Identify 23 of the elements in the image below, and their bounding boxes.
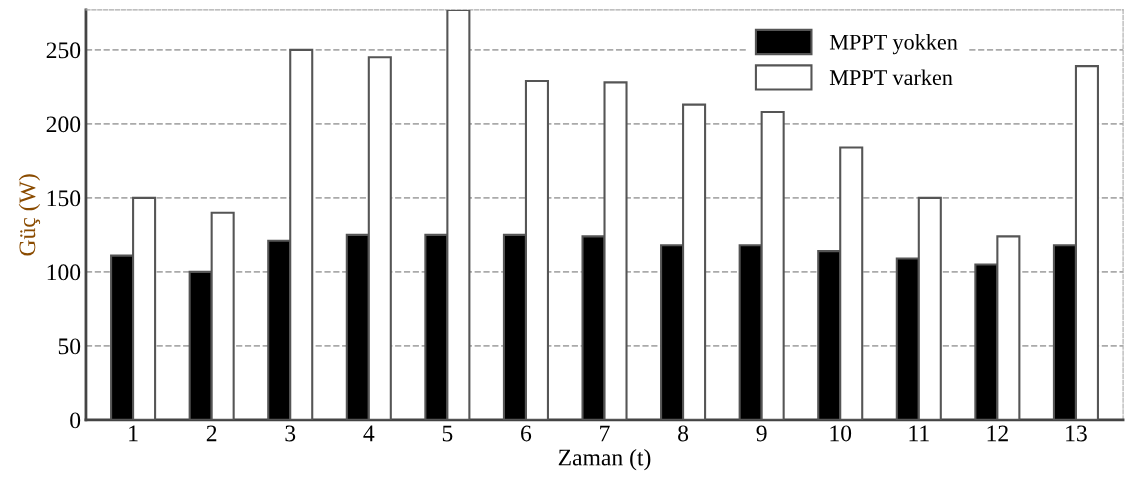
x-tick-label: 3	[285, 425, 296, 442]
x-tick-label: 11	[909, 425, 929, 442]
x-tick-label: 13	[1066, 425, 1087, 442]
y-tick-label: 100	[47, 264, 81, 281]
legend-label: MPPT varken	[829, 69, 953, 86]
x-tick-label: 8	[678, 425, 689, 442]
x-tick-label: 9	[756, 425, 767, 442]
x-tick-label: 1	[129, 425, 138, 442]
x-tick-label: 10	[830, 425, 852, 442]
y-tick-label: 150	[47, 190, 81, 207]
x-tick-label: 5	[442, 425, 453, 442]
y-tick-label: 250	[46, 42, 81, 59]
x-axis-title: Zaman (t)	[558, 448, 651, 471]
y-tick-label: 200	[46, 116, 81, 133]
y-axis-title: Güç (W)	[18, 174, 41, 256]
y-tick-label: 0	[70, 412, 81, 429]
x-tick-label: 7	[600, 425, 610, 442]
x-tick-label: 12	[987, 425, 1008, 442]
x-tick-label: 4	[363, 425, 375, 442]
x-tick-label: 2	[206, 425, 217, 442]
x-tick-label: 6	[521, 425, 532, 442]
y-tick-label: 50	[58, 338, 81, 355]
legend-label: MPPT yokken	[829, 34, 958, 55]
